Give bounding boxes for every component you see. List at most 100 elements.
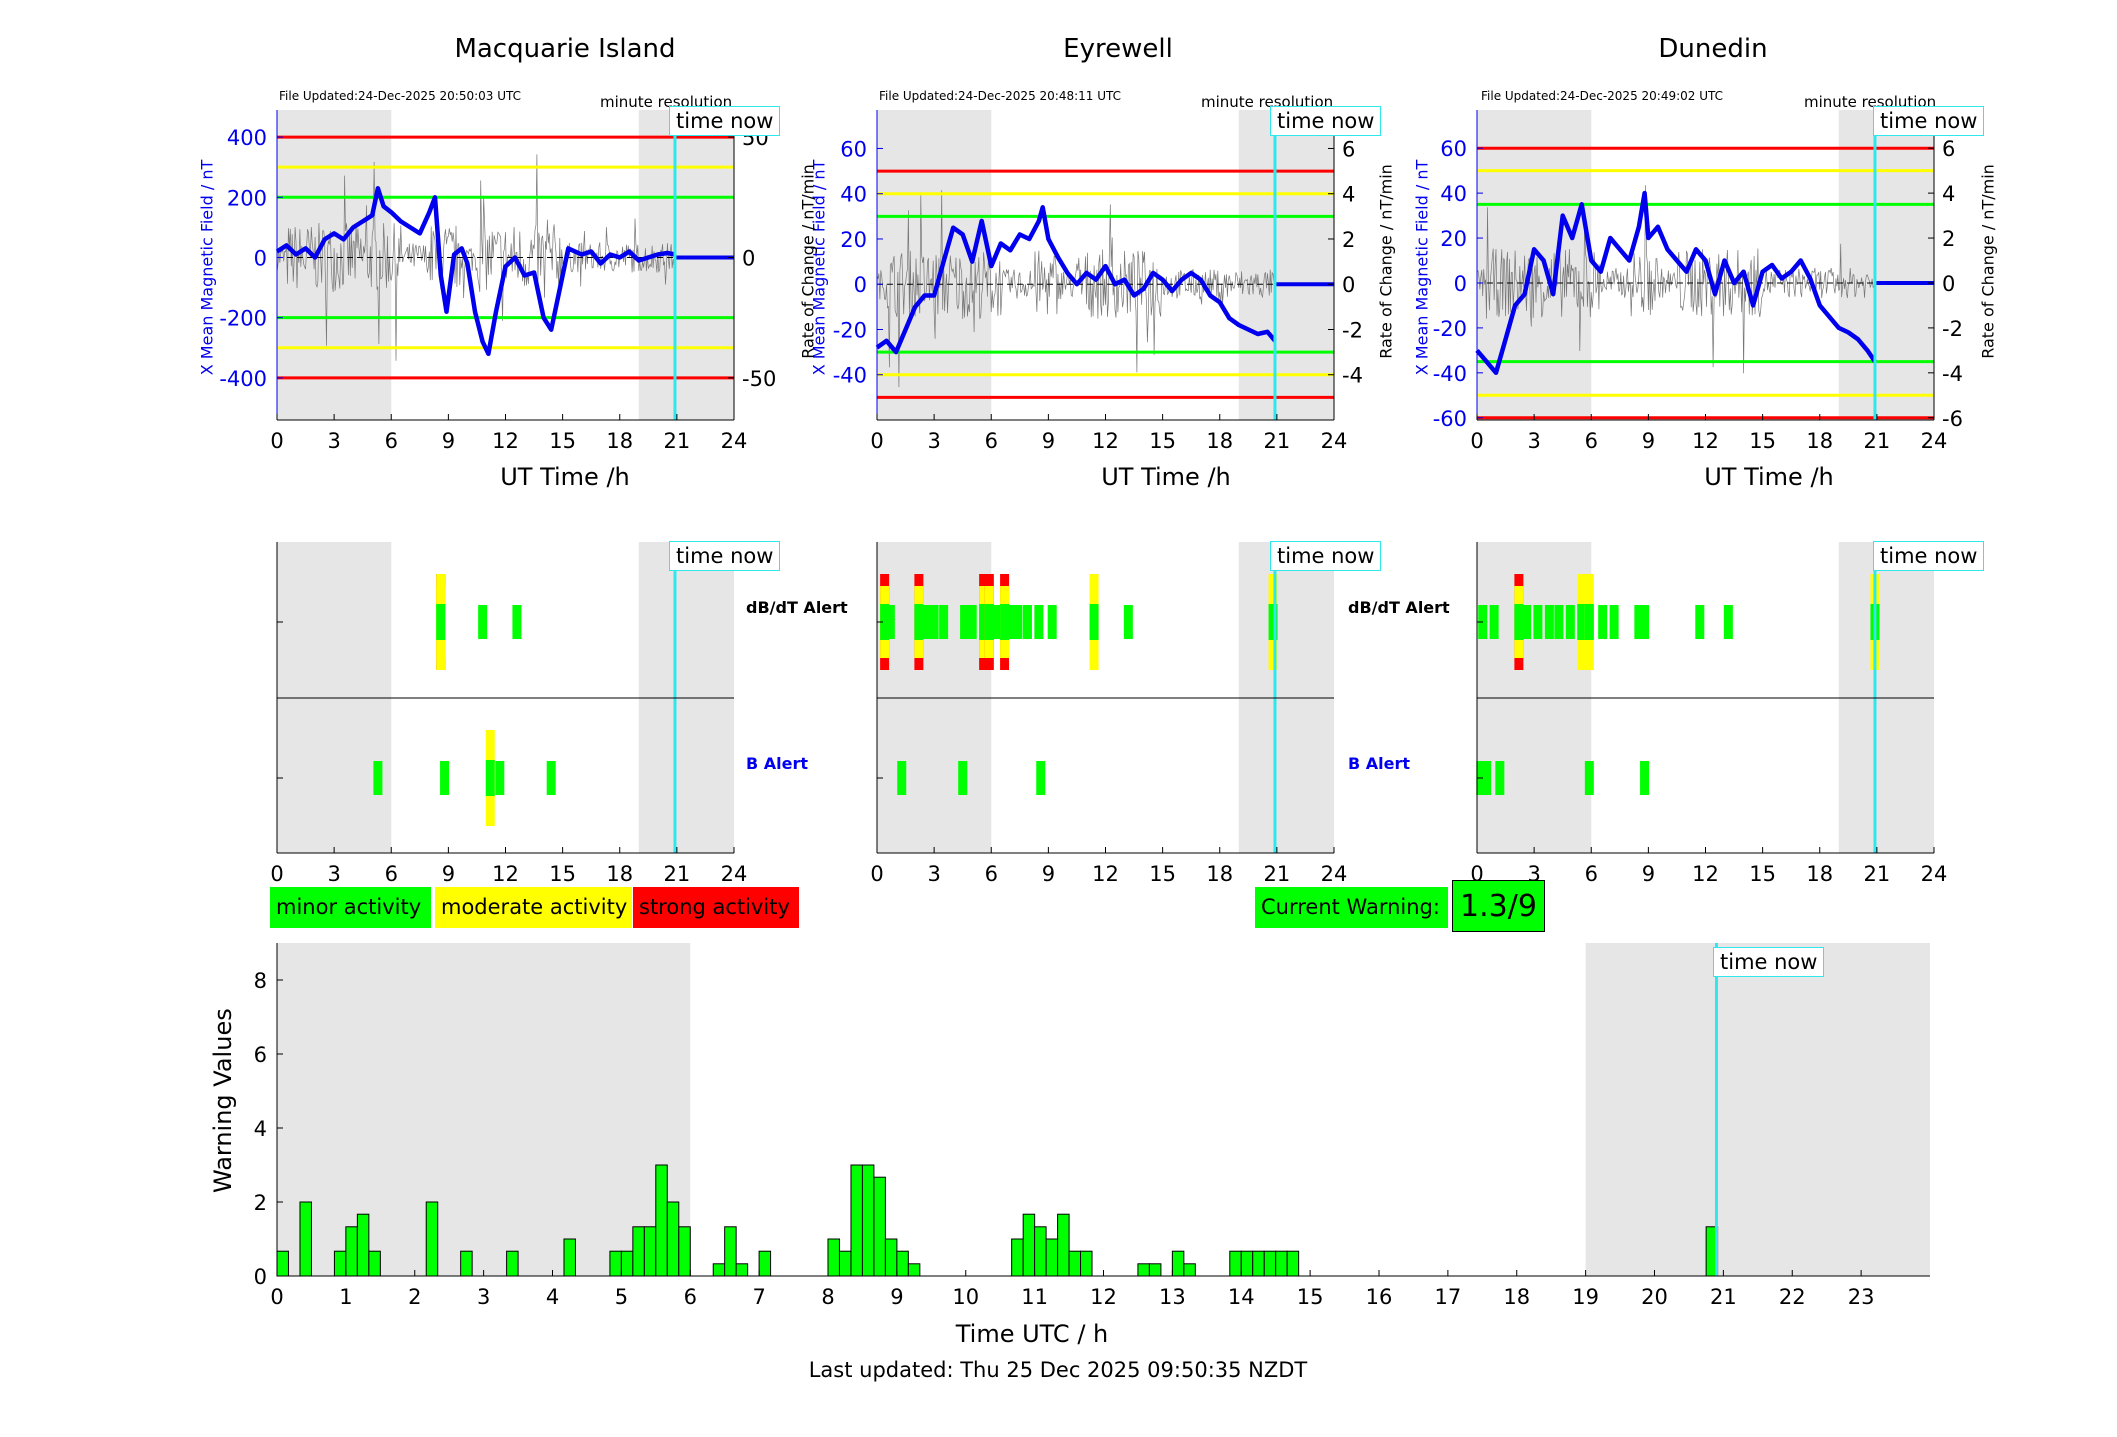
b-alert-bar bbox=[1495, 761, 1505, 795]
y-tick-label: -20 bbox=[833, 318, 867, 342]
right-y-tick-label: -2 bbox=[1942, 317, 1963, 341]
dbdt-alert-bar bbox=[1634, 605, 1644, 639]
warning-bar bbox=[655, 1164, 668, 1277]
warning-bar bbox=[1229, 1250, 1242, 1277]
ylabel-field-dunedin: X Mean Magnetic Field / nT bbox=[1412, 159, 1432, 376]
x-tick-label: 20 bbox=[1641, 1285, 1668, 1309]
x-tick-label: 6 bbox=[1585, 862, 1598, 886]
warning-bar bbox=[1252, 1250, 1265, 1277]
x-tick-label: 21 bbox=[1864, 429, 1891, 453]
x-tick-label: 9 bbox=[442, 862, 455, 886]
x-tick-label: 15 bbox=[549, 429, 576, 453]
x-tick-label: 13 bbox=[1159, 1285, 1186, 1309]
dbdt-alert-label-2: dB/dT Alert bbox=[1348, 598, 1450, 617]
x-tick-label: 21 bbox=[1710, 1285, 1737, 1309]
x-tick-label: 6 bbox=[385, 429, 398, 453]
warning-bar bbox=[1263, 1250, 1277, 1277]
dbdt-alert-bar bbox=[1013, 605, 1023, 639]
y-tick-label: 0 bbox=[1454, 272, 1467, 296]
y-tick-label: 60 bbox=[840, 137, 867, 161]
warning-bar bbox=[425, 1201, 439, 1277]
x-tick-label: 24 bbox=[1321, 862, 1348, 886]
b-alert-bar bbox=[897, 761, 907, 795]
time-now-marker-7: time now bbox=[1713, 947, 1825, 977]
b-alert-bar bbox=[546, 761, 556, 795]
dbdt-alert-bar bbox=[880, 604, 890, 640]
ylabel-field-macquarie: X Mean Magnetic Field / nT bbox=[197, 159, 217, 376]
warning-bar bbox=[907, 1263, 921, 1277]
night-shade bbox=[877, 110, 992, 420]
x-tick-label: 14 bbox=[1228, 1285, 1255, 1309]
x-tick-label: 5 bbox=[615, 1285, 628, 1309]
warning-bar bbox=[666, 1201, 680, 1277]
time-now-marker-6: time now bbox=[1873, 541, 1985, 571]
warning-bar bbox=[896, 1250, 909, 1277]
y-tick-label: 20 bbox=[1440, 227, 1467, 251]
dbdt-alert-bar bbox=[512, 605, 522, 639]
dbdt-alert-bar bbox=[1533, 605, 1543, 639]
x-tick-label: 6 bbox=[1585, 429, 1598, 453]
x-tick-label: 8 bbox=[821, 1285, 834, 1309]
dbdt-alert-bar bbox=[1640, 605, 1650, 639]
warning-bar bbox=[1148, 1263, 1162, 1277]
b-alert-bar bbox=[1036, 761, 1046, 795]
x-tick-label: 0 bbox=[870, 429, 883, 453]
dbdt-alert-bar bbox=[914, 604, 924, 640]
y-tick-label: 0 bbox=[854, 273, 867, 297]
warning-bar bbox=[1045, 1238, 1059, 1277]
warning-bar bbox=[1275, 1250, 1288, 1277]
y-tick-label: 20 bbox=[840, 228, 867, 252]
legend-moderate-activity: moderate activity bbox=[435, 887, 632, 928]
right-y-tick-label: 0 bbox=[742, 246, 755, 270]
dbdt-alert-bar bbox=[1723, 605, 1733, 639]
ylabel-warning-values: Warning Values bbox=[209, 1008, 237, 1193]
warning-bar bbox=[850, 1164, 863, 1277]
x-tick-label: 15 bbox=[1297, 1285, 1324, 1309]
dbdt-alert-bar bbox=[1609, 605, 1619, 639]
right-y-tick-label: -2 bbox=[1342, 318, 1363, 342]
x-tick-label: 24 bbox=[1321, 429, 1348, 453]
x-tick-label: 18 bbox=[606, 862, 633, 886]
x-tick-label: 1 bbox=[339, 1285, 352, 1309]
dbdt-alert-bar bbox=[1544, 605, 1554, 639]
dbdt-alert-bar bbox=[922, 605, 932, 639]
x-tick-label: 15 bbox=[1149, 862, 1176, 886]
warning-bar bbox=[1240, 1250, 1254, 1277]
b-alert-label-2: B Alert bbox=[1348, 754, 1411, 773]
file-updated-dunedin: File Updated:24-Dec-2025 20:49:02 UTC bbox=[1481, 89, 1724, 103]
x-tick-label: 3 bbox=[327, 862, 340, 886]
dbdt-alert-label-1: dB/dT Alert bbox=[746, 598, 848, 617]
b-alert-bar bbox=[1482, 761, 1492, 795]
time-now-marker-3: time now bbox=[1873, 106, 1985, 136]
x-tick-label: 12 bbox=[492, 429, 519, 453]
x-tick-label: 7 bbox=[752, 1285, 765, 1309]
field-line-1 bbox=[875, 205, 1277, 355]
x-tick-label: 24 bbox=[1921, 429, 1948, 453]
right-y-tick-label: 2 bbox=[1342, 228, 1355, 252]
right-y-tick-label: 4 bbox=[1342, 183, 1355, 207]
station-title-eyrewell: Eyrewell bbox=[1063, 34, 1173, 64]
x-tick-label: 18 bbox=[1806, 429, 1833, 453]
y-tick-label: 60 bbox=[1440, 137, 1467, 161]
y-tick-label: 0 bbox=[254, 1265, 267, 1289]
dbdt-alert-bar bbox=[1005, 605, 1015, 639]
dbdt-alert-bar bbox=[1598, 605, 1608, 639]
warning-bar bbox=[356, 1213, 370, 1277]
b-alert-bar bbox=[373, 761, 383, 795]
dbdt-alert-bar bbox=[478, 605, 488, 639]
dbdt-alert-bar bbox=[1034, 605, 1044, 639]
x-tick-label: 23 bbox=[1848, 1285, 1875, 1309]
warning-bar bbox=[1011, 1238, 1024, 1277]
warning-bar bbox=[712, 1263, 726, 1277]
x-tick-label: 18 bbox=[1206, 429, 1233, 453]
xlabel-macquarie: UT Time /h bbox=[500, 463, 630, 491]
rate-of-change-trace bbox=[276, 154, 675, 361]
time-now-marker-1: time now bbox=[669, 106, 781, 136]
x-tick-label: 9 bbox=[890, 1285, 903, 1309]
xlabel-warning: Time UTC / h bbox=[955, 1320, 1109, 1348]
x-tick-label: 0 bbox=[270, 429, 283, 453]
x-tick-label: 0 bbox=[1470, 429, 1483, 453]
x-tick-label: 6 bbox=[684, 1285, 697, 1309]
dbdt-alert-bar bbox=[1695, 605, 1705, 639]
